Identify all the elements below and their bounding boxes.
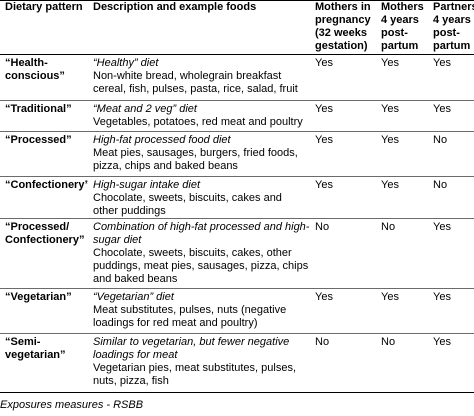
dietary-patterns-table-container: Dietary pattern Description and example … bbox=[0, 0, 474, 393]
partners-4-years-cell: No bbox=[428, 131, 474, 177]
pattern-cell: “Processed” bbox=[0, 131, 88, 177]
header-partners-4-years: Partners 4 years post-partum bbox=[428, 0, 474, 55]
header-mothers-4-years: Mothers 4 years post-partum bbox=[376, 0, 428, 55]
description-title: “Vegetarian” diet bbox=[93, 291, 174, 303]
pattern-cell: “Vegetarian” bbox=[0, 288, 88, 334]
description-title: High-sugar intake diet bbox=[93, 179, 201, 191]
pattern-cell: “Health-conscious” bbox=[0, 54, 88, 101]
partners-4-years-cell: Yes bbox=[428, 54, 474, 101]
mothers-4-years-cell: Yes bbox=[376, 176, 428, 219]
table-row: “Traditional” “Meat and 2 veg” diet Vege… bbox=[0, 100, 474, 132]
partners-4-years-cell: Yes bbox=[428, 218, 474, 289]
description-foods: Vegetarian pies, meat substitutes, pulse… bbox=[93, 362, 297, 387]
table-body: “Health-conscious” “Healthy” diet Non-wh… bbox=[0, 54, 474, 393]
description-foods: Chocolate, sweets, biscuits, cakes, othe… bbox=[93, 247, 309, 285]
description-title: Combination of high-fat processed and hi… bbox=[93, 221, 310, 246]
description-cell: “Vegetarian” diet Meat substitutes, puls… bbox=[88, 288, 310, 334]
mothers-4-years-cell: Yes bbox=[376, 131, 428, 177]
description-title: “Healthy” diet bbox=[93, 57, 159, 69]
dietary-patterns-table: Dietary pattern Description and example … bbox=[0, 0, 474, 393]
table-caption: Exposures measures - RSBB bbox=[0, 399, 144, 411]
partners-4-years-cell: Yes bbox=[428, 100, 474, 132]
description-cell: Similar to vegetarian, but fewer negativ… bbox=[88, 333, 310, 393]
description-title: High-fat processed food diet bbox=[93, 134, 231, 146]
table-row: “Processed” High-fat processed food diet… bbox=[0, 131, 474, 177]
pregnancy-cell: No bbox=[310, 218, 376, 289]
partners-4-years-cell: Yes bbox=[428, 288, 474, 334]
description-foods: Non-white bread, wholegrain breakfast ce… bbox=[93, 70, 298, 95]
description-foods: Vegetables, potatoes, red meat and poult… bbox=[93, 116, 303, 128]
pattern-cell: “Traditional” bbox=[0, 100, 88, 132]
pregnancy-cell: Yes bbox=[310, 131, 376, 177]
description-foods: Meat pies, sausages, burgers, fried food… bbox=[93, 147, 298, 172]
description-foods: Meat substitutes, pulses, nuts (negative… bbox=[93, 304, 287, 329]
table-row: “Health-conscious” “Healthy” diet Non-wh… bbox=[0, 54, 474, 101]
table-row: “Vegetarian” “Vegetarian” diet Meat subs… bbox=[0, 288, 474, 334]
pattern-cell: “Processed/ Confectionery” bbox=[0, 218, 88, 289]
table-row: “Confectionery” High-sugar intake diet C… bbox=[0, 176, 474, 219]
pregnancy-cell: Yes bbox=[310, 176, 376, 219]
description-cell: High-sugar intake diet Chocolate, sweets… bbox=[88, 176, 310, 219]
pattern-cell: “Confectionery” bbox=[0, 176, 88, 219]
mothers-4-years-cell: No bbox=[376, 218, 428, 289]
pattern-cell: “Semi-vegetarian” bbox=[0, 333, 88, 393]
table-header: Dietary pattern Description and example … bbox=[0, 0, 474, 55]
mothers-4-years-cell: Yes bbox=[376, 54, 428, 101]
description-title: “Meat and 2 veg” diet bbox=[93, 103, 197, 115]
description-cell: “Meat and 2 veg” diet Vegetables, potato… bbox=[88, 100, 310, 132]
mothers-4-years-cell: No bbox=[376, 333, 428, 393]
partners-4-years-cell: No bbox=[428, 176, 474, 219]
header-row: Dietary pattern Description and example … bbox=[0, 0, 474, 55]
pregnancy-cell: Yes bbox=[310, 288, 376, 334]
pregnancy-cell: Yes bbox=[310, 100, 376, 132]
description-cell: Combination of high-fat processed and hi… bbox=[88, 218, 310, 289]
pregnancy-cell: No bbox=[310, 333, 376, 393]
table-row: “Semi-vegetarian” Similar to vegetarian,… bbox=[0, 333, 474, 393]
table-row: “Processed/ Confectionery” Combination o… bbox=[0, 218, 474, 289]
mothers-4-years-cell: Yes bbox=[376, 288, 428, 334]
mothers-4-years-cell: Yes bbox=[376, 100, 428, 132]
header-dietary-pattern: Dietary pattern bbox=[0, 0, 88, 55]
partners-4-years-cell: Yes bbox=[428, 333, 474, 393]
description-title: Similar to vegetarian, but fewer negativ… bbox=[93, 336, 290, 361]
description-cell: High-fat processed food diet Meat pies, … bbox=[88, 131, 310, 177]
description-foods: Chocolate, sweets, biscuits, cakes and o… bbox=[93, 192, 282, 217]
description-cell: “Healthy” diet Non-white bread, wholegra… bbox=[88, 54, 310, 101]
pregnancy-cell: Yes bbox=[310, 54, 376, 101]
header-description: Description and example foods bbox=[88, 0, 310, 55]
header-mothers-pregnancy: Mothers in pregnancy (32 weeks gestation… bbox=[310, 0, 376, 55]
